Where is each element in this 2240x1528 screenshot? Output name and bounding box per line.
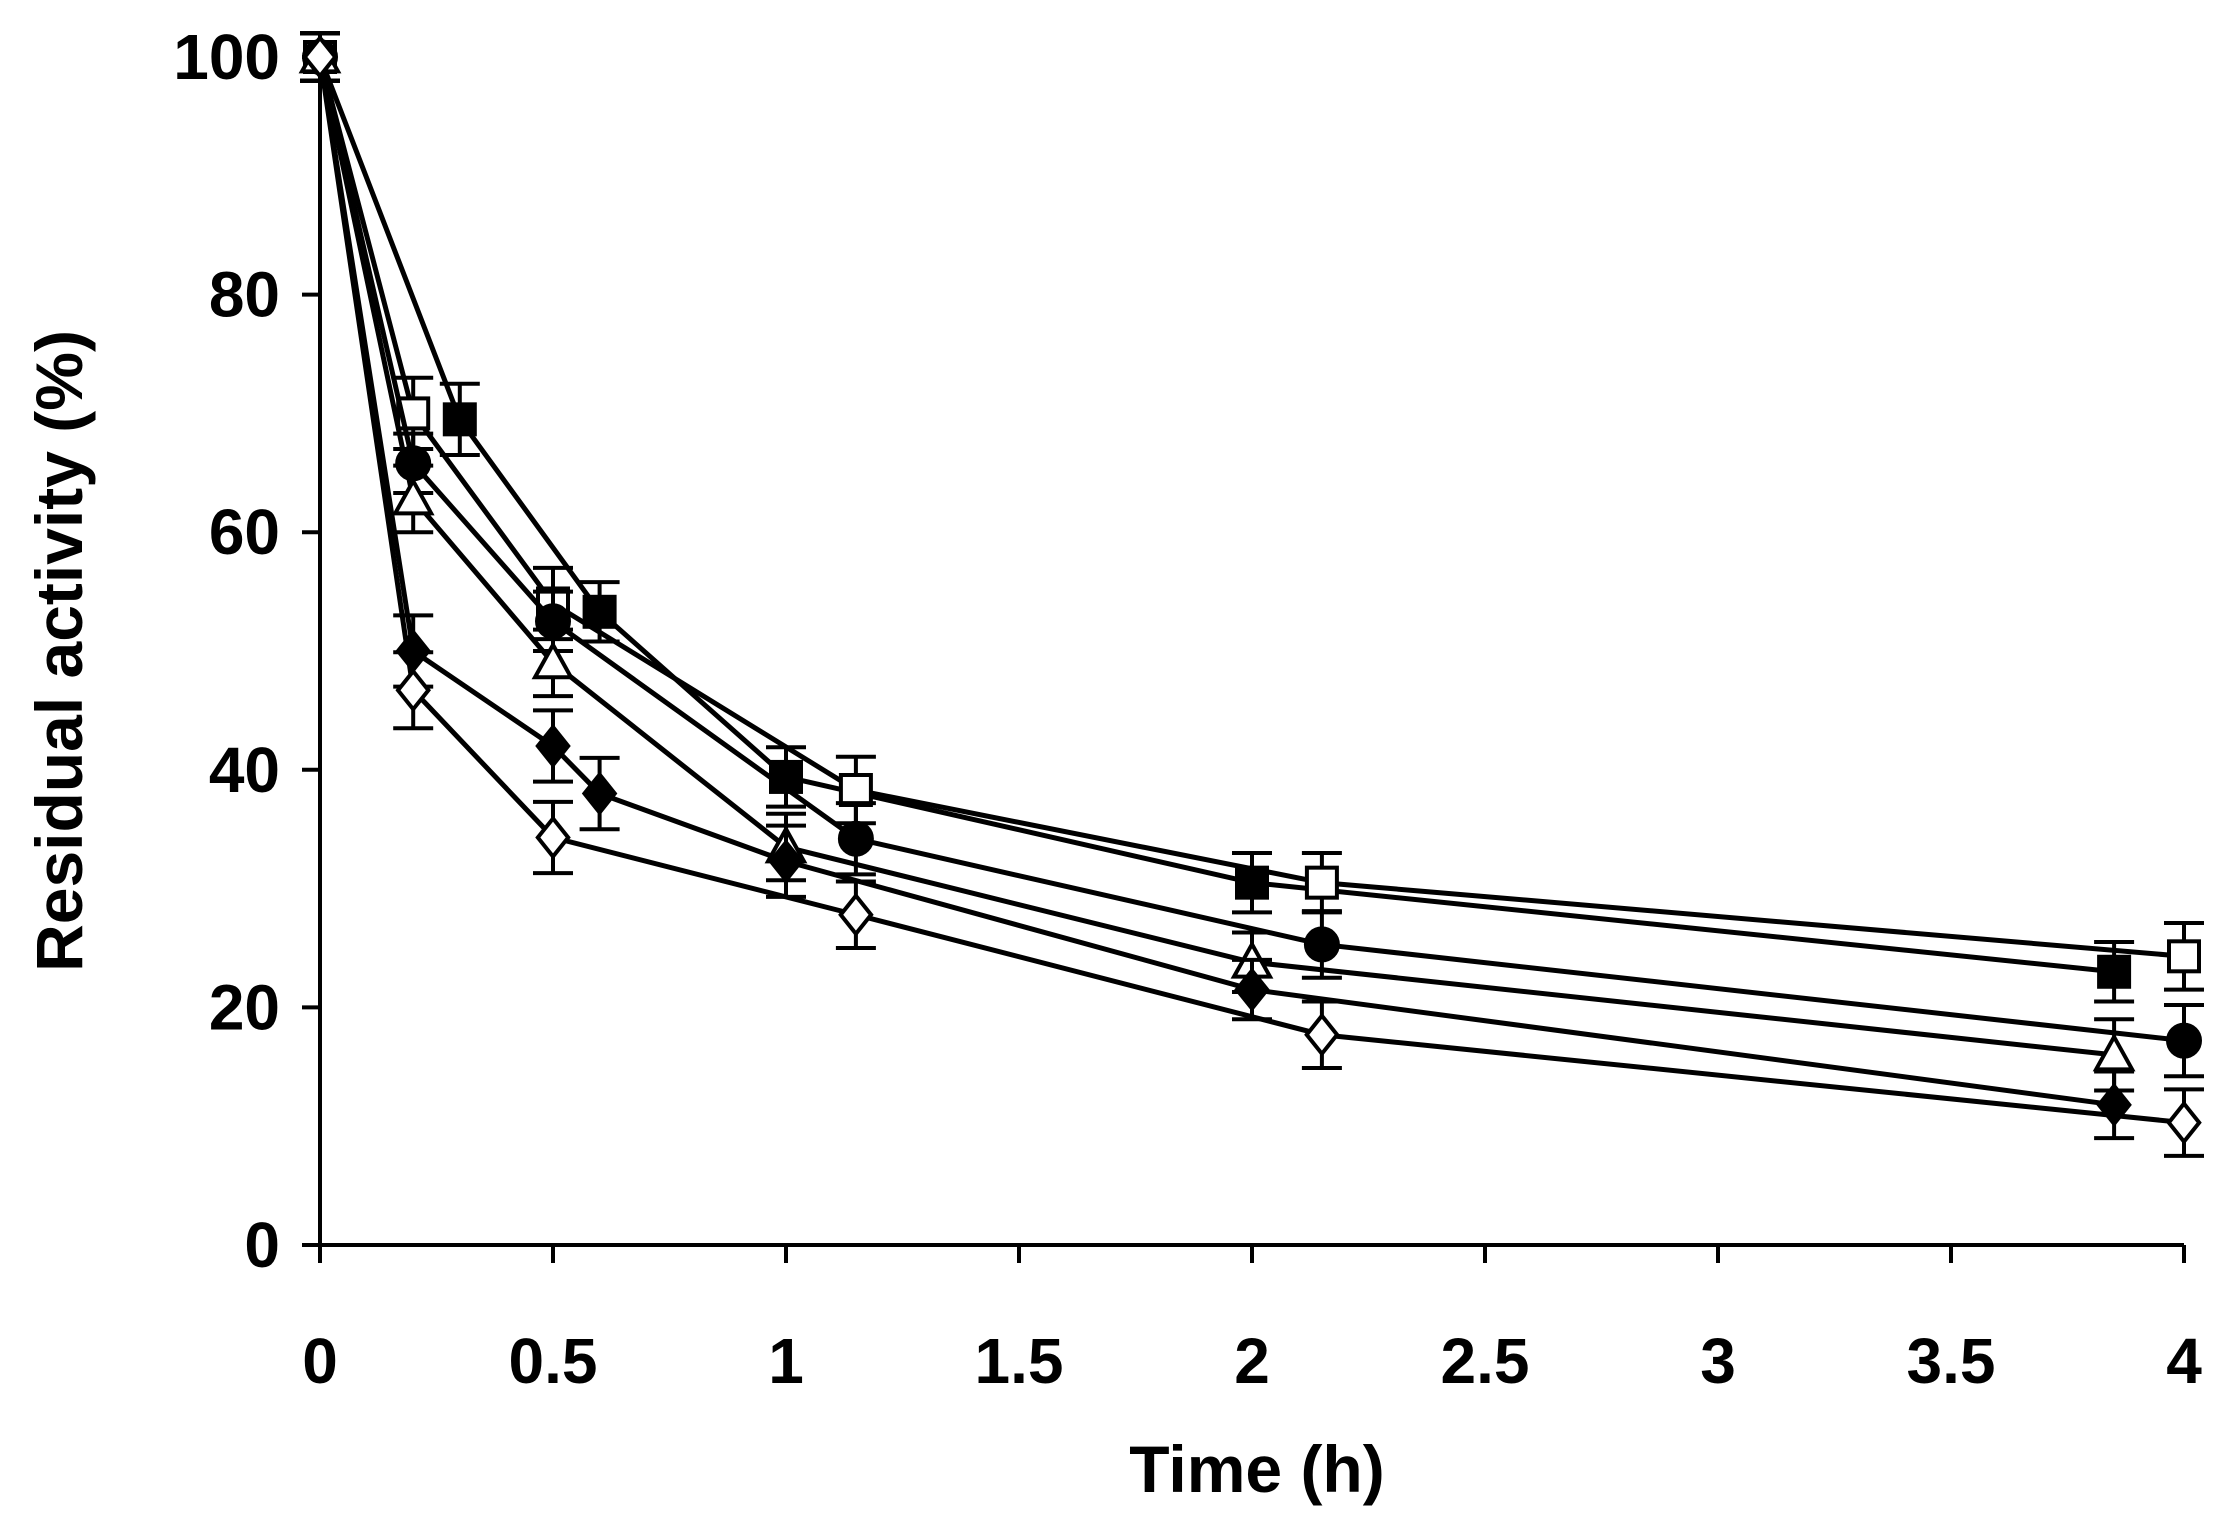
x-axis-title: Time (h) <box>1129 1432 1384 1506</box>
data-point <box>535 815 571 860</box>
series-open-triangle <box>298 31 2136 1093</box>
series-filled-circle <box>300 31 2204 1079</box>
x-ticks: 0 0.5 1 1.5 2 2.5 3 3.5 4 <box>302 1245 2202 1397</box>
data-point <box>837 820 874 857</box>
data-point <box>302 34 338 80</box>
x-tick-label: 4 <box>2166 1325 2202 1397</box>
series-layer <box>298 31 2204 1158</box>
y-axis-title: Residual activity (%) <box>22 330 96 972</box>
x-tick-label: 2 <box>1234 1325 1270 1397</box>
data-point <box>1303 926 1340 963</box>
data-point <box>582 594 617 629</box>
x-tick-label: 0.5 <box>509 1325 598 1397</box>
data-point <box>2097 954 2132 989</box>
data-point <box>838 772 873 807</box>
data-point <box>531 640 575 680</box>
y-tick-label: 60 <box>209 496 280 568</box>
series-open-diamond <box>300 31 2204 1158</box>
data-point <box>2167 939 2201 974</box>
data-point <box>768 839 804 884</box>
x-tick-label: 0 <box>302 1325 338 1397</box>
y-tick-label: 0 <box>244 1209 280 1281</box>
y-ticks: 0 20 40 60 80 100 <box>173 21 320 1281</box>
data-point <box>391 476 435 516</box>
y-tick-label: 80 <box>209 259 280 331</box>
y-tick-label: 100 <box>173 21 280 93</box>
y-tick-label: 20 <box>209 971 280 1043</box>
data-point <box>395 668 431 713</box>
x-tick-label: 1.5 <box>975 1325 1064 1397</box>
data-point <box>535 723 571 769</box>
x-tick-label: 3.5 <box>1907 1325 1996 1397</box>
series-filled-square <box>300 31 2135 1004</box>
data-point <box>442 402 477 437</box>
data-point <box>2166 1022 2202 1059</box>
axes: 0 20 40 60 80 100 0 0.5 1 1.5 2 2.5 3 3.5 4 <box>173 21 2202 1397</box>
data-point <box>1304 865 1339 900</box>
series-line <box>317 56 2115 975</box>
data-point <box>2092 1032 2136 1072</box>
series-line <box>317 56 2185 959</box>
x-tick-label: 1 <box>768 1325 804 1397</box>
data-point <box>1304 1012 1340 1057</box>
series-filled-diamond <box>300 31 2135 1141</box>
series-line <box>317 56 2185 1126</box>
data-point <box>1234 967 1270 1012</box>
series-line <box>317 56 2185 1044</box>
x-tick-label: 3 <box>1700 1325 1736 1397</box>
series-line <box>317 56 2115 1058</box>
x-tick-label: 2.5 <box>1441 1325 1530 1397</box>
data-point <box>2166 1100 2202 1145</box>
y-tick-label: 40 <box>209 734 280 806</box>
data-point <box>838 892 874 937</box>
data-point <box>581 771 618 816</box>
